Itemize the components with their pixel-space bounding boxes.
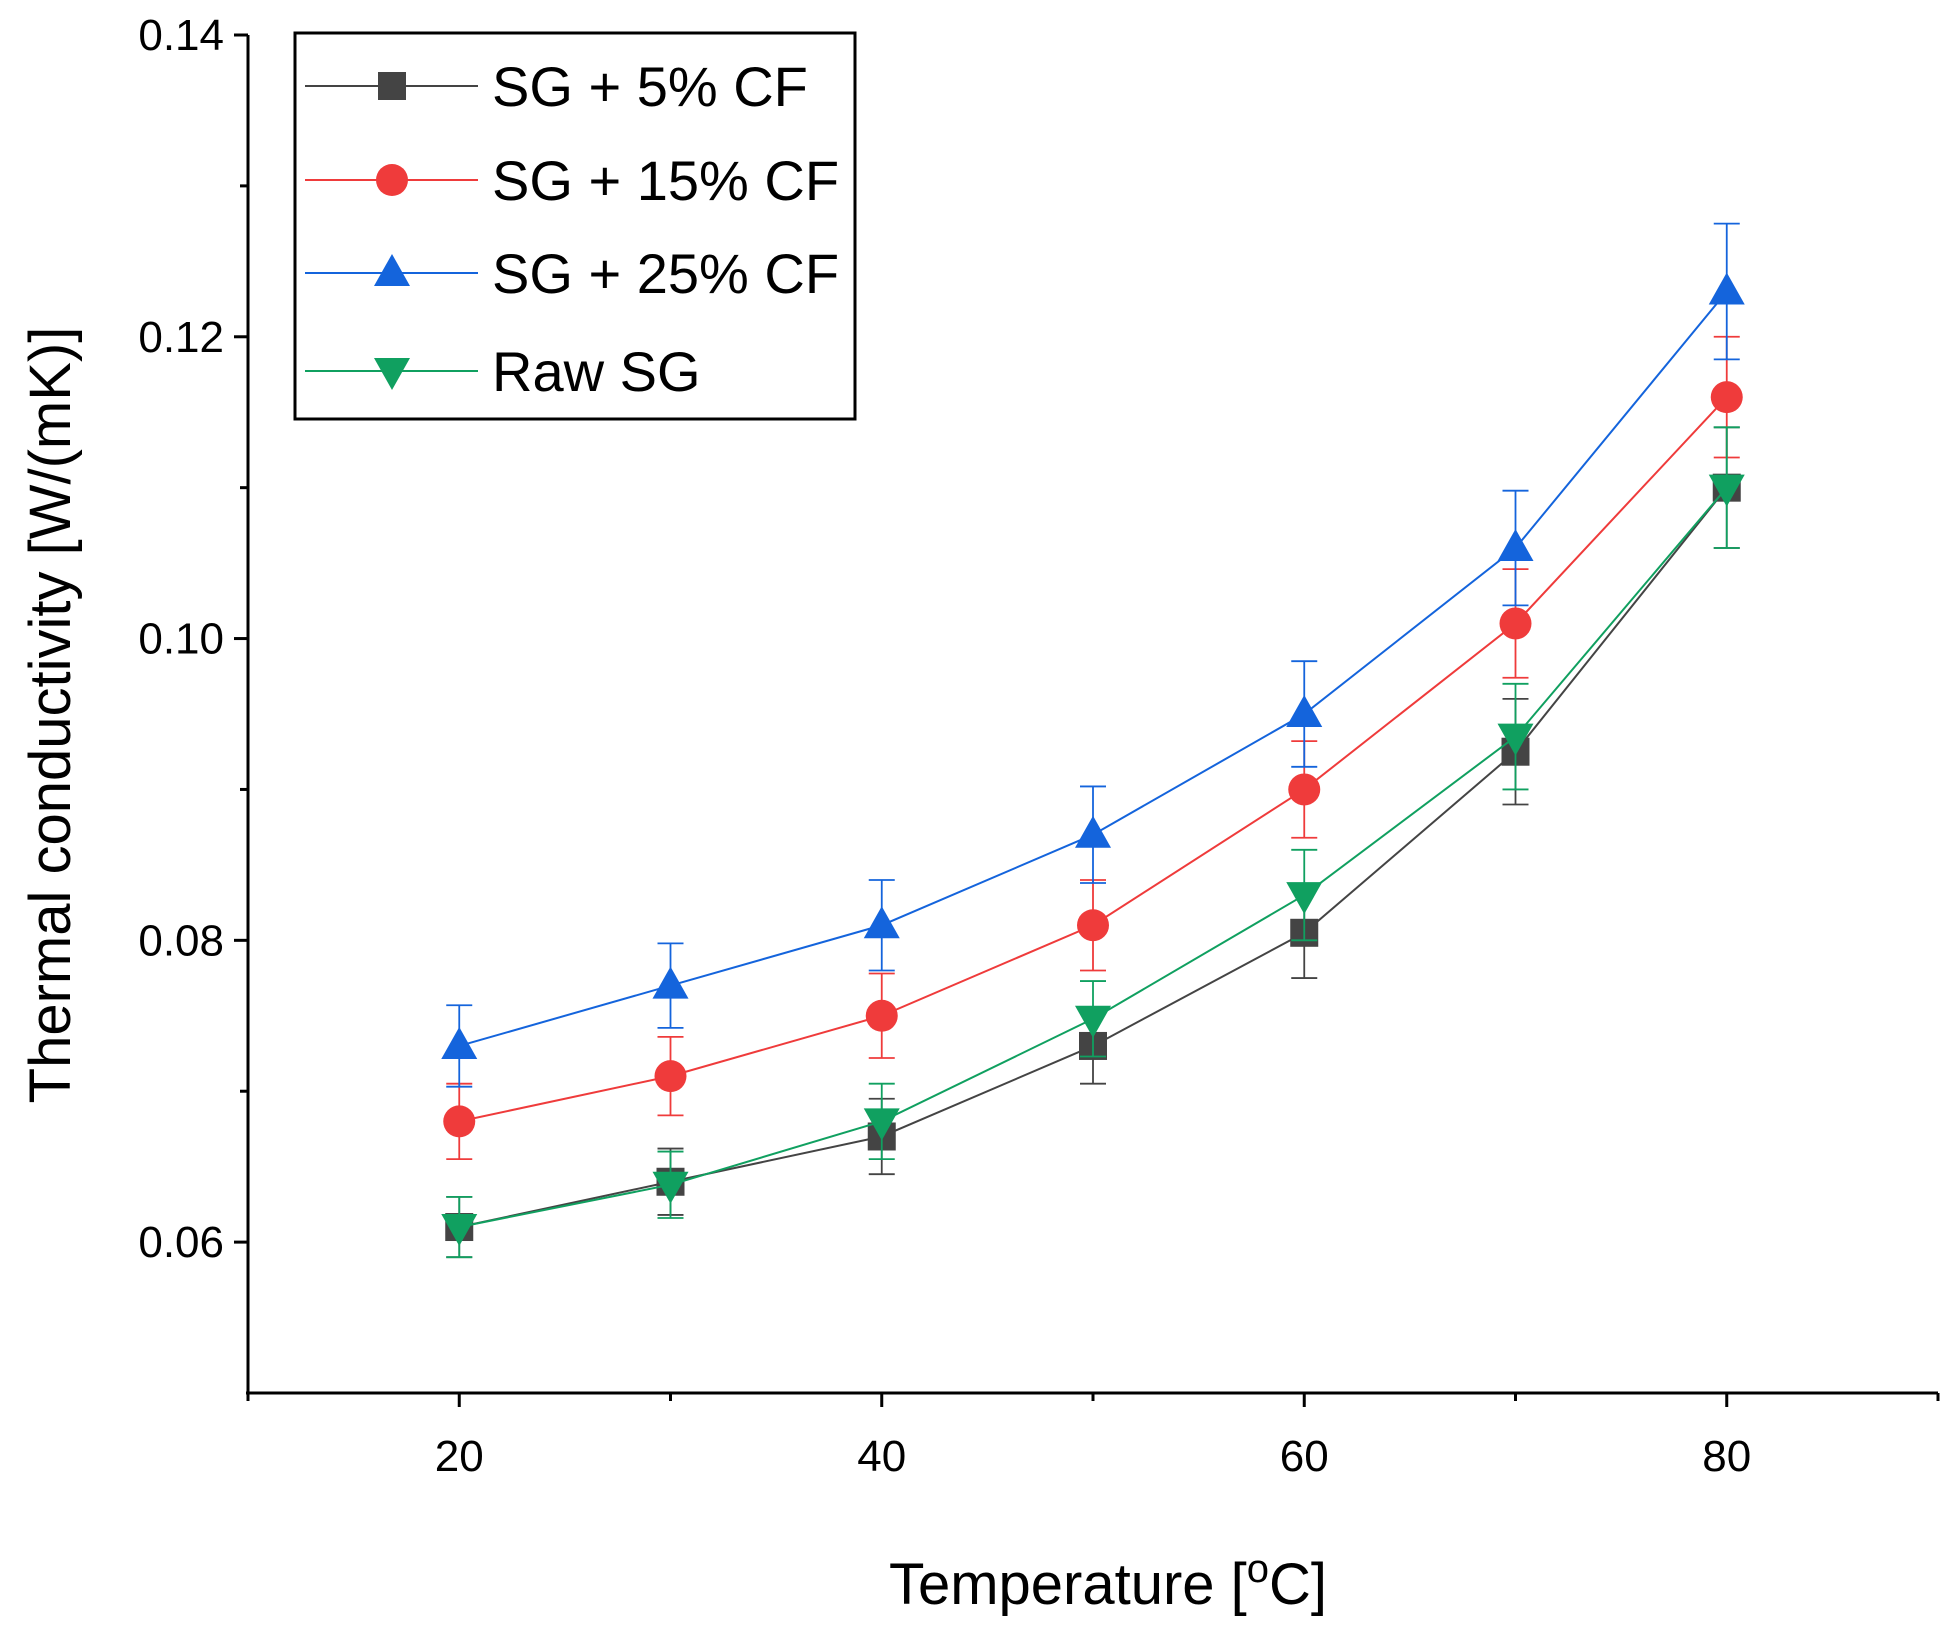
legend-entry-sg-15-cf: SG + 15% CF bbox=[305, 149, 839, 212]
y-axis-title: Thermal conductivity [W/(mK)] bbox=[18, 327, 83, 1104]
y-tick-label: 0.08 bbox=[138, 916, 224, 965]
y-tick-label: 0.12 bbox=[138, 313, 224, 362]
legend: SG + 5% CF SG + 15% CF SG + 25% CF Raw S… bbox=[293, 31, 857, 421]
data-point-triangle-up bbox=[1708, 272, 1745, 305]
data-point-triangle-down bbox=[1286, 882, 1323, 915]
data-point-circle bbox=[654, 1060, 687, 1093]
x-tick-label: 60 bbox=[1280, 1432, 1329, 1481]
data-point-triangle-up bbox=[441, 1026, 478, 1059]
legend-entry-sg-5-cf: SG + 5% CF bbox=[305, 55, 808, 118]
data-point-circle bbox=[865, 999, 898, 1032]
legend-marker-triangle-up bbox=[374, 254, 410, 286]
data-point-circle bbox=[1499, 607, 1532, 640]
x-tick-label: 20 bbox=[435, 1432, 484, 1481]
legend-marker-circle bbox=[376, 164, 408, 196]
data-point-circle bbox=[1077, 909, 1109, 942]
legend-entry-sg-25-cf: SG + 25% CF bbox=[305, 242, 839, 305]
data-point-triangle-down bbox=[1075, 1005, 1111, 1038]
data-point-triangle-down bbox=[1708, 474, 1745, 507]
legend-label-sg-25-cf: SG + 25% CF bbox=[492, 242, 839, 305]
x-axis-title-main: Temperature [ bbox=[889, 1552, 1247, 1617]
series-raw-sg bbox=[441, 426, 1745, 1259]
data-point-triangle-down bbox=[441, 1214, 478, 1247]
data-point-triangle-up bbox=[1075, 815, 1111, 848]
data-point-triangle-up bbox=[863, 906, 900, 939]
data-point-circle bbox=[1288, 773, 1321, 806]
series-layer bbox=[441, 222, 1745, 1259]
data-point-triangle-down bbox=[1497, 723, 1534, 756]
x-tick-label: 80 bbox=[1702, 1432, 1751, 1481]
legend-label-sg-5-cf: SG + 5% CF bbox=[492, 55, 808, 118]
series-sg-25-cf bbox=[441, 222, 1745, 1088]
x-axis-title-unit: C] bbox=[1269, 1552, 1327, 1617]
data-point-triangle-down bbox=[863, 1108, 900, 1141]
data-point-triangle-up bbox=[1286, 695, 1323, 727]
y-tick-label: 0.14 bbox=[138, 11, 224, 60]
legend-entry-raw-sg: Raw SG bbox=[305, 340, 701, 403]
legend-label-raw-sg: Raw SG bbox=[492, 340, 701, 403]
data-point-triangle-up bbox=[1497, 529, 1534, 562]
legend-marker-triangle-down bbox=[374, 358, 410, 390]
axes: 0.06 0.08 0.10 0.12 0.14 20 40 60 80 bbox=[138, 11, 1940, 1481]
x-axis-title-superscript: o bbox=[1247, 1547, 1269, 1591]
x-axis-title: Temperature [oC] bbox=[889, 1547, 1327, 1617]
legend-label-sg-15-cf: SG + 15% CF bbox=[492, 149, 839, 212]
y-tick-label: 0.06 bbox=[138, 1218, 224, 1267]
series-sg-15-cf bbox=[443, 335, 1743, 1161]
data-point-triangle-down bbox=[652, 1171, 689, 1204]
x-tick-label: 40 bbox=[857, 1432, 906, 1481]
data-point-circle bbox=[1710, 381, 1743, 414]
y-tick-label: 0.10 bbox=[138, 615, 224, 664]
legend-marker-square bbox=[378, 72, 406, 100]
data-point-circle bbox=[443, 1105, 476, 1138]
data-point-triangle-up bbox=[652, 966, 689, 999]
